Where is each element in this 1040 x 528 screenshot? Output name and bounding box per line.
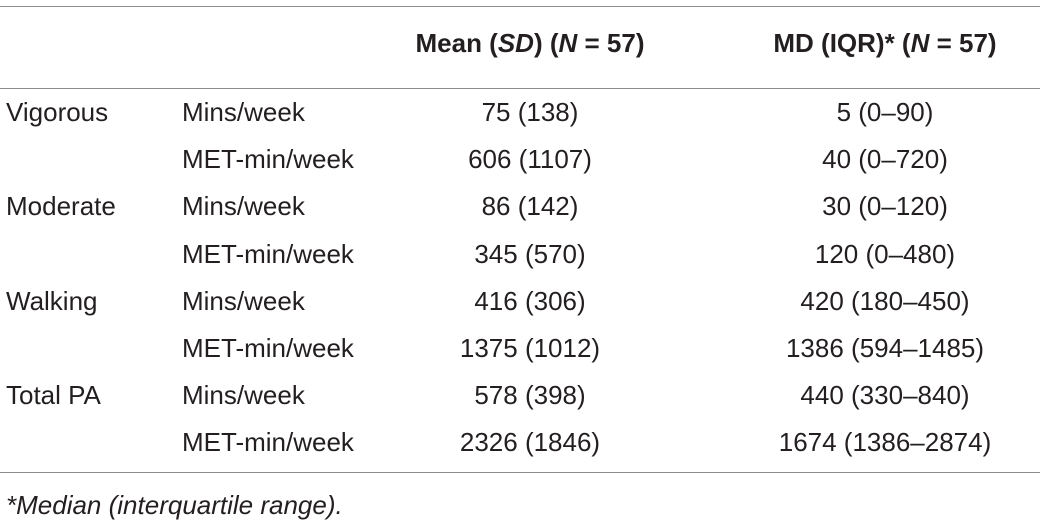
row-md-iqr: 440 (330–840) xyxy=(800,380,970,410)
row-mean-sd: 345 (570) xyxy=(474,239,586,269)
row-md-iqr: 40 (0–720) xyxy=(822,144,948,174)
row-mean-sd: 2326 (1846) xyxy=(459,427,601,457)
row-mean-sd: 75 (138) xyxy=(481,97,579,127)
row-unit: Mins/week xyxy=(182,97,305,127)
row-unit: MET-min/week xyxy=(182,427,354,457)
row-md-iqr: 30 (0–120) xyxy=(822,191,948,221)
row-category: Total PA xyxy=(6,380,101,410)
row-category: Vigorous xyxy=(6,97,109,127)
table-header-rule xyxy=(0,88,1040,89)
table-footnote: *Median (interquartile range). xyxy=(6,490,343,520)
row-md-iqr: 120 (0–480) xyxy=(814,239,956,269)
row-md-iqr: 420 (180–450) xyxy=(800,286,970,316)
row-md-iqr: 1674 (1386–2874) xyxy=(778,427,992,457)
row-category: Moderate xyxy=(6,191,116,221)
row-unit: MET-min/week xyxy=(182,333,354,363)
row-unit: MET-min/week xyxy=(182,239,354,269)
row-md-iqr: 5 (0–90) xyxy=(836,97,934,127)
table-bottom-rule xyxy=(0,472,1040,473)
row-md-iqr: 1386 (594–1485) xyxy=(785,333,985,363)
row-unit: Mins/week xyxy=(182,286,305,316)
row-mean-sd: 416 (306) xyxy=(474,286,586,316)
row-mean-sd: 578 (398) xyxy=(474,380,586,410)
header-md-iqr: MD (IQR)* (N = 57) xyxy=(773,28,997,58)
row-unit: Mins/week xyxy=(182,380,305,410)
header-mean-sd: Mean (SD) (N = 57) xyxy=(415,28,645,58)
row-category: Walking xyxy=(6,286,98,316)
row-mean-sd: 1375 (1012) xyxy=(459,333,601,363)
table-top-rule xyxy=(0,6,1040,7)
row-mean-sd: 606 (1107) xyxy=(468,144,592,174)
row-unit: MET-min/week xyxy=(182,144,354,174)
row-unit: Mins/week xyxy=(182,191,305,221)
row-mean-sd: 86 (142) xyxy=(481,191,579,221)
